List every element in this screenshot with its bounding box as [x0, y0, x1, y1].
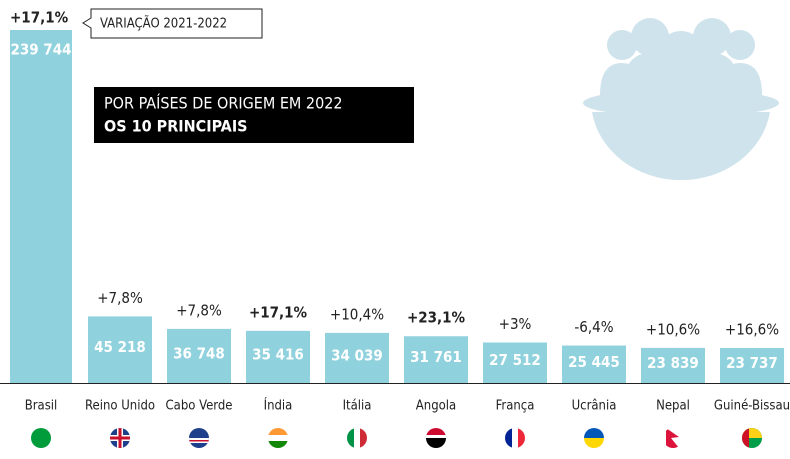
- value-label: 45 218: [94, 338, 146, 356]
- flag: [268, 428, 288, 448]
- bar: [483, 342, 547, 383]
- change-label: +16,6%: [725, 321, 779, 339]
- annotation-box: [82, 8, 263, 39]
- change-label: +7,8%: [176, 301, 222, 319]
- flag-part: [268, 428, 288, 435]
- flag-icon: [31, 428, 51, 448]
- bar: [10, 30, 72, 383]
- change-label: +10,4%: [330, 305, 384, 323]
- bar: [720, 348, 784, 383]
- value-label: 27 512: [489, 351, 541, 369]
- x-tick-label: Nepal: [656, 399, 690, 414]
- subtitle-box: POR PAÍSES DE ORIGEM EM 2022 OS 10 PRINC…: [94, 87, 414, 143]
- flag-part: [354, 428, 360, 448]
- bar: [641, 347, 705, 383]
- flag: [663, 428, 683, 448]
- annotation: VARIAÇÃO 2021-2022: [100, 16, 227, 32]
- flag-icon: [268, 428, 288, 448]
- x-tick-label: Itália: [343, 399, 372, 414]
- change-label: +10,6%: [646, 320, 700, 338]
- x-tick-label: Reino Unido: [85, 399, 155, 414]
- value-label: 239 744: [10, 41, 71, 59]
- flag: [742, 428, 762, 448]
- value-label: 31 761: [410, 348, 462, 366]
- subtitle: POR PAÍSES DE ORIGEM EM 2022: [104, 94, 343, 113]
- flag-part: [742, 428, 762, 438]
- flag: [110, 428, 130, 448]
- flag-part: [360, 428, 367, 448]
- title: OS 10 PRINCIPAIS: [104, 117, 248, 136]
- flag-part: [518, 428, 525, 448]
- flag-part: [512, 428, 518, 448]
- flag: [505, 428, 525, 448]
- x-tick-label: Ucrânia: [572, 399, 617, 414]
- change-label: +17,1%: [249, 303, 308, 321]
- change-label: +23,1%: [407, 309, 466, 327]
- flag: [189, 428, 209, 448]
- flag-part: [666, 428, 679, 448]
- flag-icon: [189, 428, 209, 448]
- flag-icon: [663, 428, 683, 448]
- flag-icon: [426, 428, 446, 448]
- bar: [325, 332, 389, 383]
- value-label: 35 416: [252, 345, 304, 363]
- flag-part: [426, 428, 446, 435]
- bar: [562, 345, 626, 383]
- bar: [88, 316, 152, 383]
- value-label: 23 737: [726, 354, 778, 372]
- value-label: 23 839: [647, 354, 699, 372]
- flag: [584, 428, 604, 448]
- change-label: +17,1%: [10, 9, 69, 27]
- x-tick-label: Guiné-Bissau: [714, 399, 790, 414]
- flag-part: [347, 428, 354, 448]
- value-label: 25 445: [568, 353, 620, 371]
- flag-part: [584, 428, 604, 438]
- flag-icon: [584, 428, 604, 448]
- x-tick-label: Índia: [264, 398, 293, 414]
- flag-icon: [742, 428, 762, 448]
- change-label: +3%: [499, 315, 532, 333]
- flag: [31, 428, 51, 448]
- bar: [246, 330, 310, 383]
- value-label: 36 748: [173, 344, 225, 362]
- x-tick-label: Angola: [416, 399, 456, 414]
- flag-icon: [110, 428, 130, 448]
- flag-part: [268, 435, 288, 441]
- flag-part: [31, 428, 51, 448]
- flag-part: [426, 438, 446, 448]
- flag-icon: [505, 428, 525, 448]
- value-label: 34 039: [331, 346, 383, 364]
- x-tick-label: Brasil: [25, 399, 58, 414]
- flag-part: [118, 428, 122, 448]
- flag-part: [189, 440, 209, 442]
- flag-part: [505, 428, 512, 448]
- flag: [347, 428, 367, 448]
- flag: [426, 428, 446, 448]
- flag-icon: [347, 428, 367, 448]
- flag-part: [268, 441, 288, 448]
- bar: [167, 328, 231, 383]
- x-tick-label: Cabo Verde: [165, 399, 232, 414]
- change-label: -6,4%: [574, 318, 613, 336]
- bar: [404, 336, 468, 383]
- flag-part: [584, 438, 604, 448]
- globe-icon: [583, 18, 779, 181]
- flag-part: [742, 428, 749, 448]
- x-tick-label: França: [496, 399, 535, 414]
- change-label: +7,8%: [97, 289, 143, 307]
